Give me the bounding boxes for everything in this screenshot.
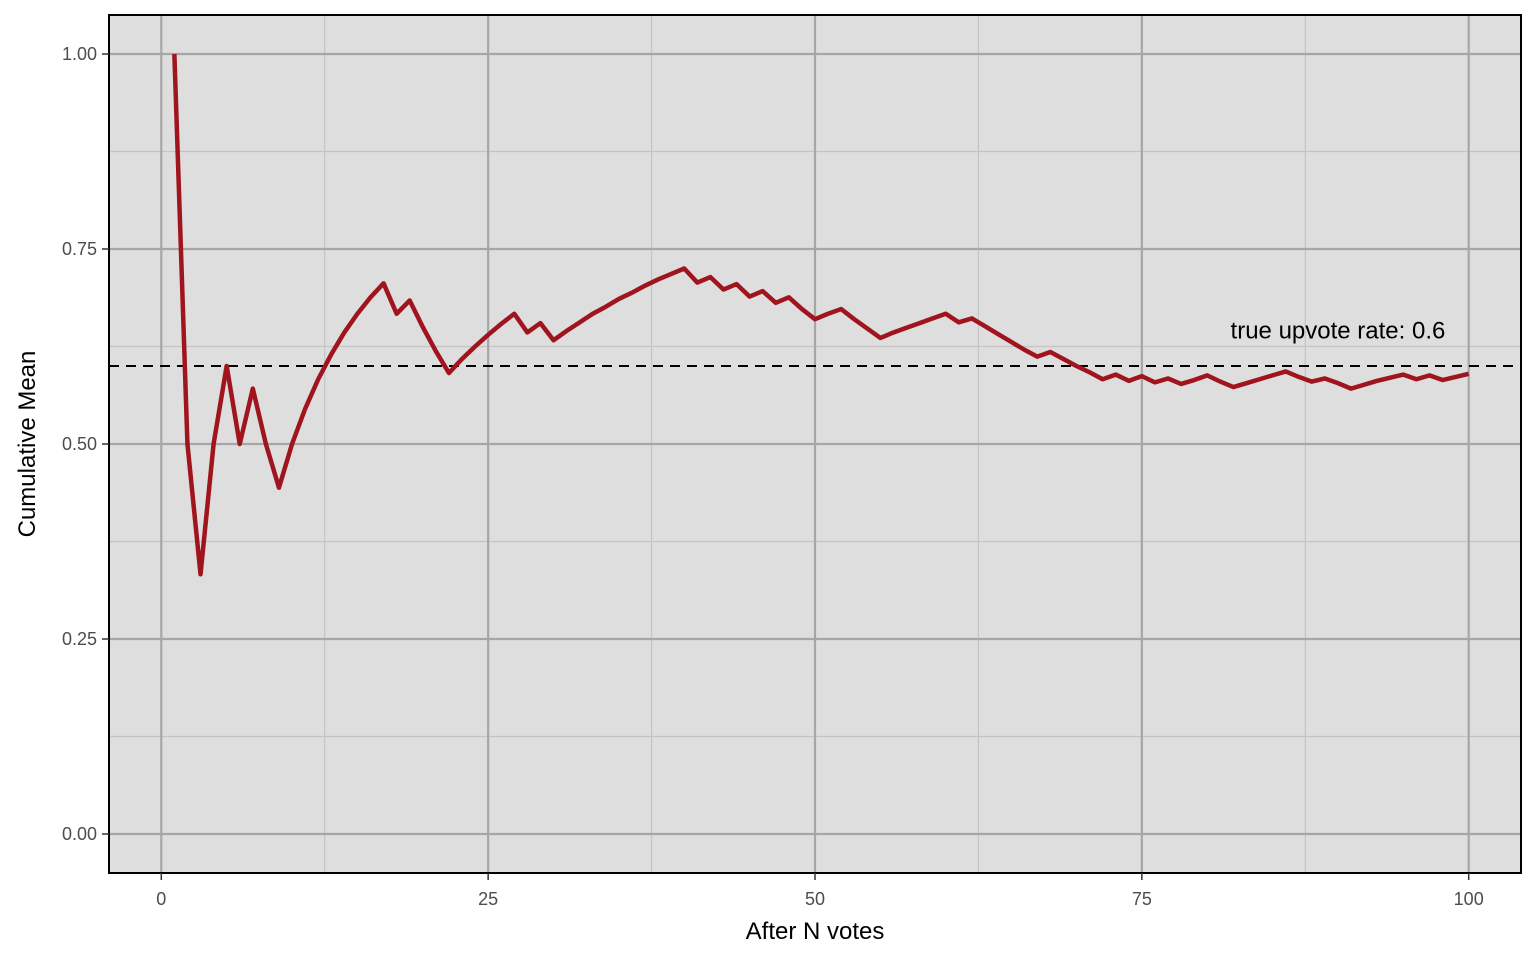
- y-axis-ticks: 0.00 0.25 0.50 0.75 1.00: [62, 44, 109, 844]
- x-tick-label-4: 100: [1454, 889, 1484, 909]
- major-gridlines: [109, 15, 1521, 873]
- x-axis-ticks: 0 25 50 75 100: [156, 873, 1484, 909]
- x-tick-label-1: 25: [478, 889, 498, 909]
- x-tick-label-3: 75: [1132, 889, 1152, 909]
- series-line-cumulative-mean: [172, 53, 1470, 577]
- x-axis-title: After N votes: [746, 918, 885, 945]
- y-tick-label-1: 0.25: [62, 629, 97, 649]
- x-tick-label-0: 0: [156, 889, 166, 909]
- y-axis-title: Cumulative Mean: [14, 351, 41, 538]
- y-tick-label-0: 0.00: [62, 824, 97, 844]
- y-tick-label-3: 0.75: [62, 239, 97, 259]
- annotation-true-rate: true upvote rate: 0.6: [1231, 318, 1446, 345]
- y-tick-label-2: 0.50: [62, 434, 97, 454]
- y-tick-label-4: 1.00: [62, 44, 97, 64]
- x-tick-label-2: 50: [805, 889, 825, 909]
